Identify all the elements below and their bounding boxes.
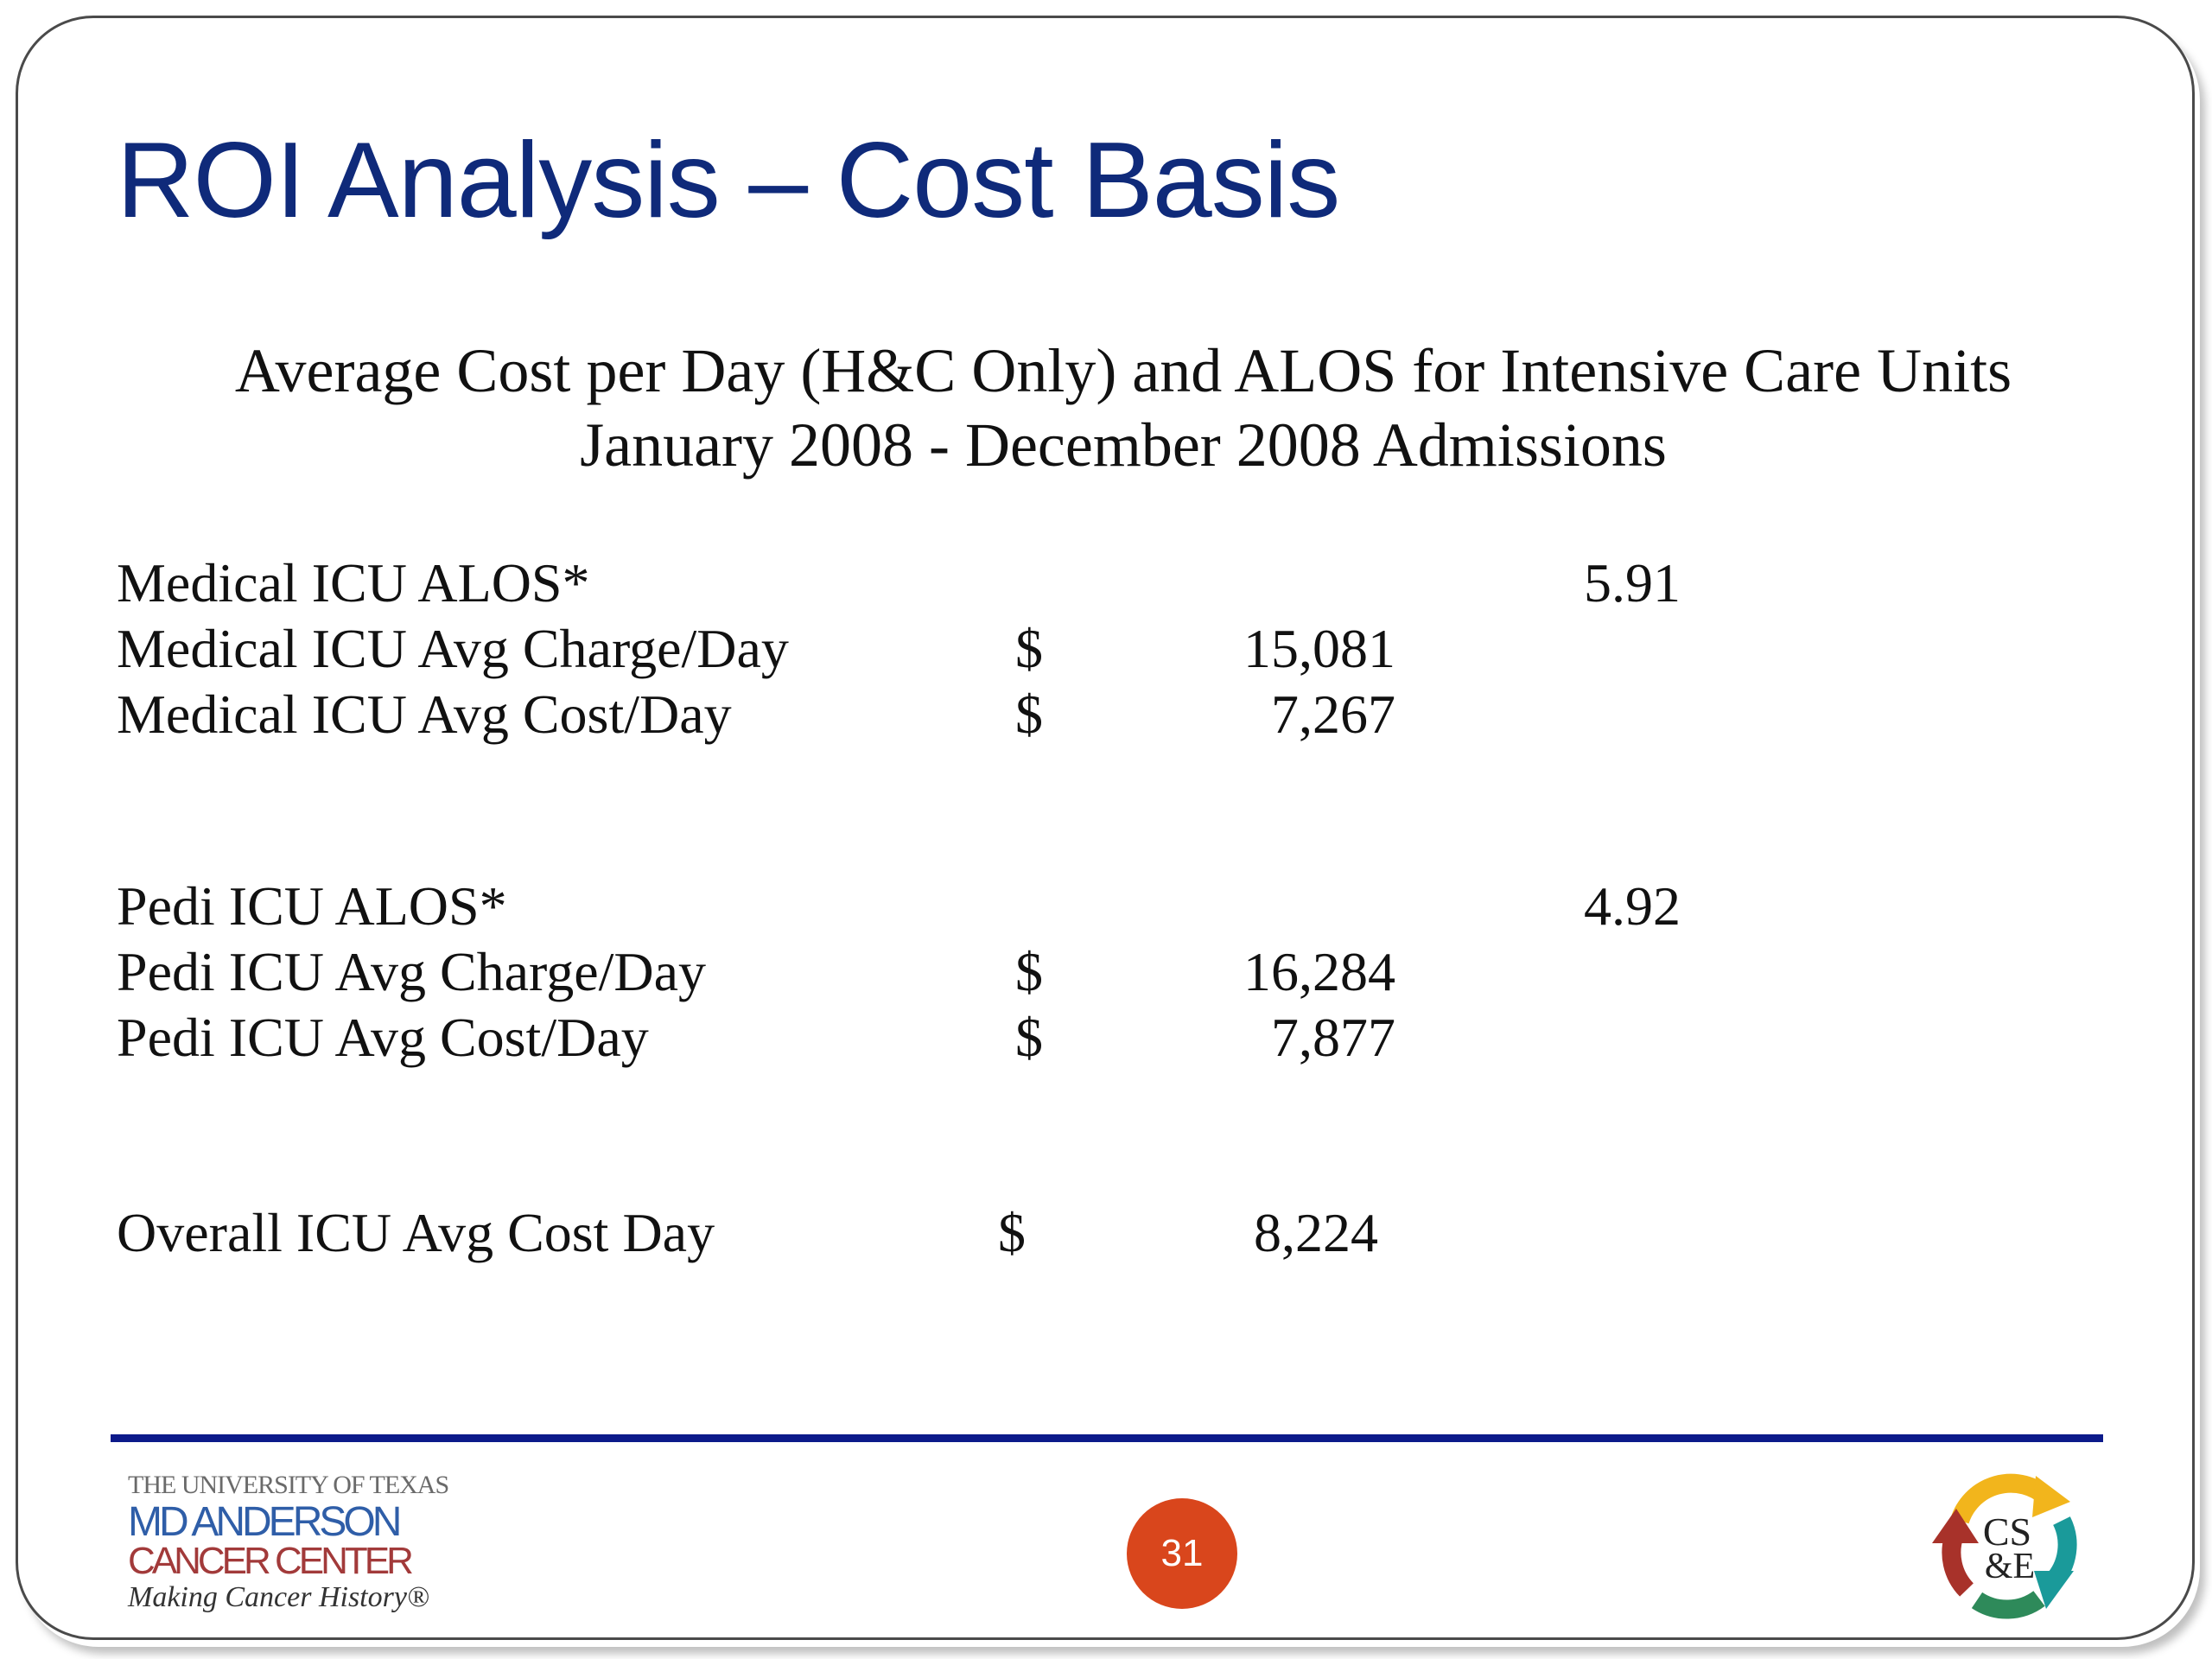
- row-currency: $: [1015, 941, 1043, 1002]
- logo-monogram-bottom: &E: [1985, 1547, 2035, 1586]
- row-alos: 5.91: [1584, 552, 1681, 613]
- row-amount: 15,081: [1243, 618, 1395, 679]
- row-label: Pedi ICU Avg Cost/Day: [117, 1007, 649, 1068]
- row-label: Overall ICU Avg Cost Day: [117, 1202, 715, 1263]
- row-amount: 7,877: [1271, 1007, 1395, 1068]
- table-subtitle-line1: Average Cost per Day (H&C Only) and ALOS…: [234, 336, 2012, 405]
- logo-university-text: THE UNIVERSITY OF TEXAS: [128, 1471, 449, 1499]
- row-amount: 8,224: [1254, 1202, 1378, 1263]
- row-alos: 4.92: [1584, 875, 1681, 937]
- md-anderson-logo: THE UNIVERSITY OF TEXAS MD ANDERSON CANC…: [128, 1471, 456, 1618]
- row-currency: $: [1015, 683, 1043, 745]
- logo-tagline-text: Making Cancer History®: [128, 1581, 429, 1613]
- footer-divider: [111, 1434, 2103, 1442]
- row-label: Medical ICU ALOS*: [117, 552, 590, 613]
- recycle-arrows-icon: CS &E: [1932, 1473, 2077, 1619]
- row-currency: $: [1015, 618, 1043, 679]
- row-label: Pedi ICU Avg Charge/Day: [117, 941, 706, 1002]
- row-label: Pedi ICU ALOS*: [117, 875, 507, 937]
- row-label: Medical ICU Avg Charge/Day: [117, 618, 789, 679]
- slide-title: ROI Analysis – Cost Basis: [117, 121, 1340, 240]
- row-amount: 16,284: [1243, 941, 1395, 1002]
- row-label: Medical ICU Avg Cost/Day: [117, 683, 732, 745]
- row-currency: $: [998, 1202, 1026, 1263]
- logo-md-anderson-text: MD ANDERSON: [128, 1499, 402, 1545]
- table-subtitle-line2: January 2008 - December 2008 Admissions: [580, 410, 1667, 480]
- slide-frame: [16, 16, 2195, 1640]
- logo-cancer-center-text: CANCER CENTER: [128, 1540, 414, 1582]
- cse-logo: CS &E: [1925, 1460, 2089, 1624]
- page-number-badge: 31: [1127, 1498, 1237, 1609]
- row-currency: $: [1015, 1007, 1043, 1068]
- row-amount: 7,267: [1271, 683, 1395, 745]
- logo-monogram-top: CS: [1983, 1510, 2031, 1554]
